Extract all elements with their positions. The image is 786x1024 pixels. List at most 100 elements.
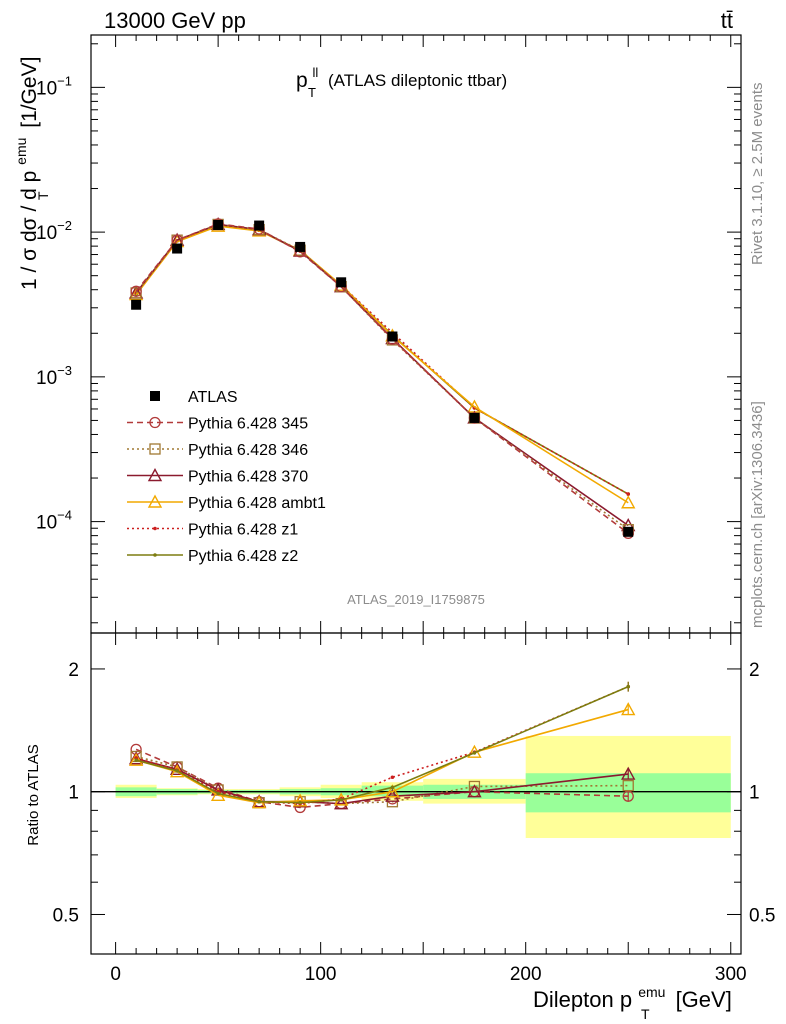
main-panel: 10−110−210−310−4 p ll T (ATLAS dileptoni… xyxy=(8,34,742,634)
series-line xyxy=(135,223,629,534)
main-series-group xyxy=(128,216,636,539)
data-point xyxy=(623,526,634,537)
ratio-y-tick-label-right: 0.5 xyxy=(749,905,775,926)
legend-marker xyxy=(149,416,161,429)
ratio-y-tick-label-right: 2 xyxy=(749,660,760,681)
legend-item-pythia-6-428-345: Pythia 6.428 345 xyxy=(127,416,308,433)
analysis-label: ATLAS_2019_I1759875 xyxy=(347,592,485,607)
legend-item-pythia-6-428-346: Pythia 6.428 346 xyxy=(127,442,308,459)
x-tick-label: 300 xyxy=(715,964,747,985)
mcplots-label: mcplots.cern.ch [arXiv:1306.3436] xyxy=(749,401,766,628)
legend-marker xyxy=(147,494,163,508)
main-y-tick-exp: −2 xyxy=(57,218,72,233)
data-point xyxy=(254,220,265,231)
x-tick-label: 100 xyxy=(305,964,337,985)
legend-item-pythia-6-428-370: Pythia 6.428 370 xyxy=(127,468,308,486)
data-point xyxy=(336,277,347,288)
ratio-data-point xyxy=(621,702,636,716)
ratio-data-point xyxy=(175,769,179,773)
panel-title-symbol: p ll xyxy=(296,65,318,92)
legend-item-pythia-6-428-z1: Pythia 6.428 z1 xyxy=(127,522,298,539)
ratio-data-point xyxy=(626,684,631,689)
main-y-tick-base: 10 xyxy=(36,513,57,534)
ratio-data-point xyxy=(390,775,395,780)
ratio-axes: 0 100 200 300 0.5 0.5 1 1 2 2 xyxy=(53,633,775,985)
legend-item-pythia-6-428-ambt1: Pythia 6.428 ambt1 xyxy=(127,494,326,512)
main-y-axis-label: 1 / σ dσ / d p emu [1/GeV] xyxy=(8,57,41,290)
process-label: tt̄ xyxy=(721,8,733,33)
x-label-pre: Dilepton p xyxy=(533,987,632,1012)
main-y-tick-base: 10 xyxy=(36,368,57,389)
series-pythia-6-428-346 xyxy=(130,218,634,536)
main-y-tick-exp: −3 xyxy=(57,363,72,378)
data-point xyxy=(295,241,306,252)
legend-label: Pythia 6.428 z1 xyxy=(188,522,298,539)
ratio-data-point xyxy=(621,766,636,780)
ratio-data-point xyxy=(467,784,482,798)
series-pythia-6-428-ambt1 xyxy=(128,218,636,509)
ratio-frame xyxy=(90,632,742,955)
data-point xyxy=(626,492,631,496)
ratio-data-point xyxy=(128,752,144,766)
ratio-y-tick-label: 1 xyxy=(68,783,79,804)
main-y-label-sup: emu xyxy=(13,138,29,165)
energy-label: 13000 GeV pp xyxy=(104,8,246,33)
main-y-tick-label: 10−3 xyxy=(36,363,72,389)
main-y-label-sub: T xyxy=(35,191,51,200)
main-y-tick-exp: −4 xyxy=(57,508,72,523)
main-y-tick-base: 10 xyxy=(36,78,57,99)
ratio-data-point xyxy=(385,788,400,802)
data-point xyxy=(172,243,183,254)
ratio-series-line xyxy=(135,708,629,804)
main-y-tick-base: 10 xyxy=(36,223,57,244)
ratio-data-point xyxy=(298,800,302,805)
ratio-data-point xyxy=(472,751,477,755)
series-atlas xyxy=(131,219,634,537)
ratio-data-point xyxy=(169,761,185,775)
ratio-data-point xyxy=(339,798,343,802)
main-axes: 10−110−210−310−4 xyxy=(36,35,741,633)
legend-label: ATLAS xyxy=(188,389,238,406)
legend-marker xyxy=(147,468,163,482)
series-pythia-6-428-345 xyxy=(130,218,634,539)
x-label-sup: emu xyxy=(638,984,665,1000)
rivet-version-label: Rivet 3.1.10, ≥ 2.5M events xyxy=(749,83,766,266)
panel-title-sup: ll xyxy=(313,65,319,80)
legend: ATLAS Pythia 6.428 345 Pythia 6.428 346 Pyt… xyxy=(127,389,326,565)
data-point xyxy=(131,299,142,310)
main-frame xyxy=(90,34,742,634)
ratio-data-point xyxy=(128,751,144,765)
main-y-tick-exp: −1 xyxy=(57,73,72,88)
ratio-panel: 0 100 200 300 0.5 0.5 1 1 2 2 Ratio to ATLAS Dile… xyxy=(25,632,775,1022)
legend-label: Pythia 6.428 ambt1 xyxy=(188,495,326,512)
ratio-data-point xyxy=(333,796,349,810)
ratio-series-line xyxy=(135,755,629,805)
main-y-tick-label: 10−2 xyxy=(36,218,72,244)
panel-title-sub: T xyxy=(308,85,316,100)
legend-marker xyxy=(150,391,160,401)
ratio-series-pythia-6-428-ambt1 xyxy=(128,702,636,809)
data-point xyxy=(128,287,144,301)
ratio-series-group xyxy=(128,681,636,814)
ratio-data-point xyxy=(216,791,220,796)
x-tick-label: 0 xyxy=(110,964,121,985)
data-point xyxy=(469,412,480,423)
ratio-data-point xyxy=(622,779,634,792)
data-point xyxy=(213,219,224,230)
data-point xyxy=(621,495,636,509)
ratio-series-line xyxy=(135,748,629,809)
x-axis-label: Dilepton p emu [GeV] xyxy=(533,977,732,1012)
main-y-tick-label: 10−1 xyxy=(36,73,72,99)
legend-item-pythia-6-428-z2: Pythia 6.428 z2 xyxy=(127,548,298,565)
legend-marker xyxy=(153,553,157,557)
ratio-data-point xyxy=(257,799,261,804)
data-point xyxy=(387,331,398,342)
legend-label: Pythia 6.428 345 xyxy=(188,416,308,433)
legend-marker xyxy=(153,526,157,531)
ratio-y-tick-label: 0.5 xyxy=(53,905,79,926)
x-label-post: [GeV] xyxy=(676,987,732,1012)
main-y-label-post: [1/GeV] xyxy=(18,57,41,128)
legend-marker xyxy=(149,443,161,455)
ratio-data-point xyxy=(134,758,138,762)
